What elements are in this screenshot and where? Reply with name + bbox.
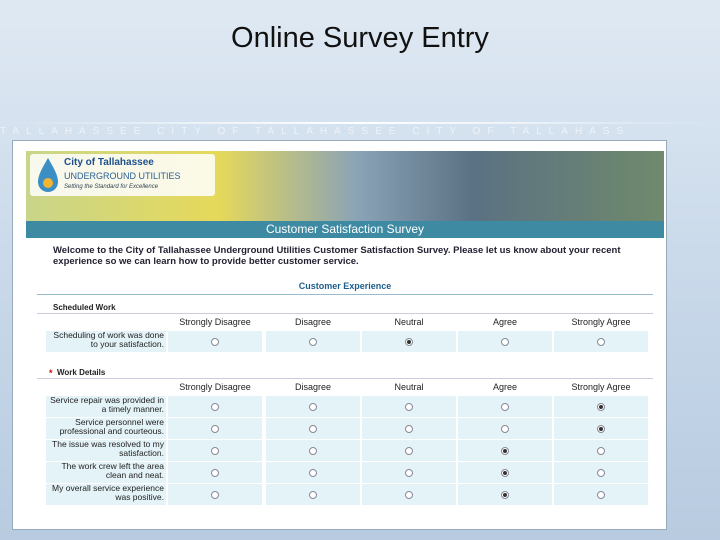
column-header: Agree [492,382,518,392]
column-header: Neutral [394,382,424,392]
banner-text: TALLAHASSEE CITY OF TALLAHASSEE CITY OF … [0,126,631,137]
column-header: Strongly Disagree [179,382,251,392]
column-header: Strongly Agree [571,317,631,327]
radio-button[interactable] [405,468,413,477]
radio-button[interactable] [405,337,413,346]
radio-button[interactable] [501,337,509,346]
survey-title: Customer Satisfaction Survey [26,221,664,238]
radio-button[interactable] [501,424,509,433]
logo-unit: UNDERGROUND UTILITIES [64,171,181,181]
radio-button[interactable] [597,424,605,433]
radio-button[interactable] [405,402,413,411]
column-header: Neutral [394,317,424,327]
row-label: Service repair was provided in a timely … [50,396,164,414]
column-header: Disagree [294,317,332,327]
section-heading: Scheduled Work [53,303,116,312]
row-label-cell [46,331,166,352]
radio-button[interactable] [405,424,413,433]
row-label-cell [46,484,166,505]
row-label: My overall service experience was positi… [52,484,164,502]
screenshot: City of Tallahassee UNDERGROUND UTILITIE… [12,140,667,530]
row-label: Scheduling of work was done to your sati… [53,331,164,349]
separator [37,313,653,314]
radio-button[interactable] [405,490,413,499]
row-label-cell [46,396,166,417]
radio-button[interactable] [597,446,605,455]
radio-button[interactable] [597,490,605,499]
radio-button[interactable] [309,446,317,455]
radio-button[interactable] [597,337,605,346]
radio-button[interactable] [501,490,509,499]
radio-button[interactable] [309,402,317,411]
welcome-text: Welcome to the City of Tallahassee Under… [53,245,621,267]
radio-button[interactable] [501,446,509,455]
logo-tagline: Setting the Standard for Excellence [64,184,159,190]
radio-button[interactable] [211,446,219,455]
row-label-cell [46,462,166,483]
row-label: The work crew left the area clean and ne… [61,462,164,480]
logo-name: City of Tallahassee [64,157,154,168]
column-header: Agree [492,317,518,327]
radio-button[interactable] [597,468,605,477]
radio-button[interactable] [501,468,509,477]
radio-button[interactable] [211,490,219,499]
radio-button[interactable] [309,337,317,346]
radio-button[interactable] [211,337,219,346]
radio-button[interactable] [309,424,317,433]
row-label: The issue was resolved to my satisfactio… [52,440,164,458]
required-mark: * [49,368,53,378]
radio-button[interactable] [309,468,317,477]
column-header: Strongly Disagree [179,317,251,327]
separator [37,378,653,379]
logo: City of Tallahassee UNDERGROUND UTILITIE… [30,154,215,196]
row-label: Service personnel were professional and … [59,418,164,436]
radio-button[interactable] [211,402,219,411]
slide-title: Online Survey Entry [231,22,489,54]
radio-button[interactable] [211,424,219,433]
header-photo: City of Tallahassee UNDERGROUND UTILITIE… [26,151,664,221]
radio-button[interactable] [501,402,509,411]
separator [37,294,653,295]
radio-button[interactable] [309,490,317,499]
row-label-cell [46,440,166,461]
row-label-cell [46,418,166,439]
column-header: Strongly Agree [571,382,631,392]
section-title: Customer Experience [298,281,392,291]
banner-line [0,122,720,124]
column-header: Disagree [294,382,332,392]
radio-button[interactable] [597,402,605,411]
radio-button[interactable] [405,446,413,455]
section-heading: Work Details [57,368,106,377]
radio-button[interactable] [211,468,219,477]
logo-icon [38,158,58,192]
